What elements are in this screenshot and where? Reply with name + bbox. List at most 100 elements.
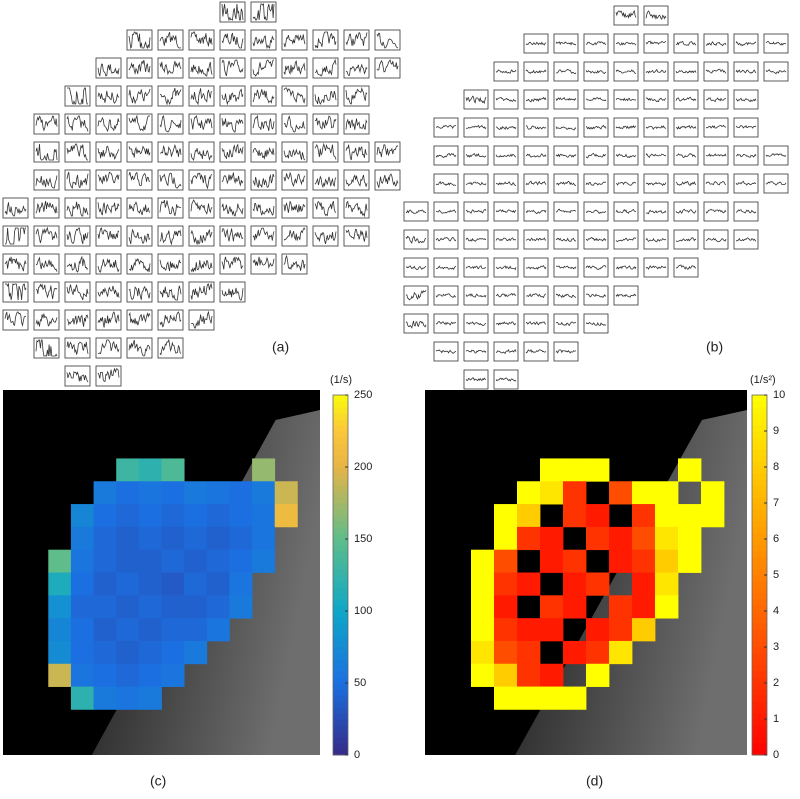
trace: [159, 61, 182, 76]
heatmap-cell: [184, 595, 208, 619]
trace: [705, 124, 727, 129]
colorbar-segment: [752, 485, 767, 492]
trace-box: [126, 197, 153, 219]
heatmap-cell: [517, 686, 541, 710]
colorbar-segment: [333, 701, 348, 708]
trace: [555, 237, 577, 242]
colorbar-tick-label: 6: [773, 533, 779, 545]
trace: [555, 293, 577, 299]
heatmap-cell: [678, 458, 702, 482]
colorbar-segment: [333, 443, 348, 450]
colorbar-segment: [333, 593, 348, 600]
colorbar-segment: [752, 563, 767, 570]
trace: [735, 209, 757, 214]
heatmap-cell: [93, 549, 117, 573]
trace: [190, 229, 213, 246]
trace: [314, 175, 337, 189]
trace: [97, 116, 120, 132]
trace-box: [95, 141, 122, 163]
colorbar-segment: [333, 689, 348, 696]
colorbar-segment: [333, 467, 348, 474]
colorbar-tick-label: 8: [773, 461, 779, 473]
heatmap-cell: [206, 595, 230, 619]
colorbar-segment: [752, 653, 767, 660]
colorbar-segment: [752, 569, 767, 576]
trace: [465, 321, 487, 327]
colorbar-segment: [752, 497, 767, 504]
trace: [645, 237, 667, 243]
trace: [97, 202, 120, 216]
colorbar-segment: [752, 419, 767, 426]
panel-label: (c): [150, 773, 166, 789]
colorbar-segment: [333, 695, 348, 702]
colorbar-tick-label: 200: [354, 461, 372, 473]
trace-box: [463, 229, 489, 250]
heatmap-cell: [586, 458, 610, 482]
colorbar-segment: [752, 491, 767, 498]
trace-box: [583, 61, 609, 82]
trace-box: [553, 173, 579, 194]
trace-box: [613, 173, 639, 194]
heatmap-cell: [632, 504, 656, 528]
trace-box: [312, 57, 339, 79]
trace: [585, 124, 607, 130]
trace: [190, 148, 213, 161]
colorbar-segment: [333, 509, 348, 516]
heatmap-cell: [138, 549, 162, 573]
trace: [128, 171, 151, 186]
trace-box: [433, 173, 459, 194]
trace: [675, 96, 697, 102]
trace: [405, 235, 427, 244]
trace: [525, 348, 547, 354]
trace-box: [403, 229, 429, 250]
heatmap-cell: [563, 595, 587, 619]
trace: [252, 227, 275, 241]
heatmap-cell: [563, 549, 587, 573]
trace: [35, 143, 58, 161]
colorbar-segment: [333, 731, 348, 738]
trace: [128, 31, 151, 50]
trace-box: [763, 145, 789, 166]
trace: [495, 237, 517, 242]
trace: [586, 41, 607, 46]
trace: [159, 115, 182, 133]
heatmap-cell: [494, 526, 518, 551]
trace-box: [219, 169, 246, 191]
trace: [283, 34, 306, 48]
heatmap-cell: [678, 526, 702, 551]
colorbar-segment: [752, 629, 767, 636]
colorbar-segment: [752, 401, 767, 408]
trace: [495, 292, 517, 298]
trace: [555, 208, 577, 214]
trace: [495, 265, 517, 271]
trace: [705, 237, 727, 243]
trace: [128, 339, 151, 357]
trace-box: [553, 229, 579, 250]
trace: [615, 153, 637, 159]
trace: [465, 293, 487, 298]
trace: [585, 236, 607, 242]
trace: [190, 282, 213, 300]
heatmap-cell: [586, 618, 610, 642]
trace: [35, 175, 58, 189]
trace: [66, 227, 89, 245]
heatmap-cell: [494, 640, 518, 665]
heatmap-cell: [184, 481, 208, 505]
trace: [35, 115, 58, 132]
trace-box: [643, 229, 669, 250]
heatmap-cell: [229, 504, 253, 528]
heatmap-cell: [494, 549, 518, 573]
trace: [66, 201, 89, 217]
colorbar-tick-label: 10: [773, 389, 785, 401]
trace: [190, 310, 213, 329]
heatmap-cell: [93, 595, 117, 619]
trace: [66, 284, 89, 301]
trace: [705, 68, 727, 74]
colorbar-tick-label: 100: [354, 605, 372, 617]
heatmap-cell: [70, 572, 94, 596]
trace: [675, 40, 697, 46]
heatmap-cell: [48, 549, 72, 573]
trace: [675, 181, 697, 187]
heatmap-cell: [540, 618, 564, 642]
heatmap-cell: [138, 686, 162, 710]
